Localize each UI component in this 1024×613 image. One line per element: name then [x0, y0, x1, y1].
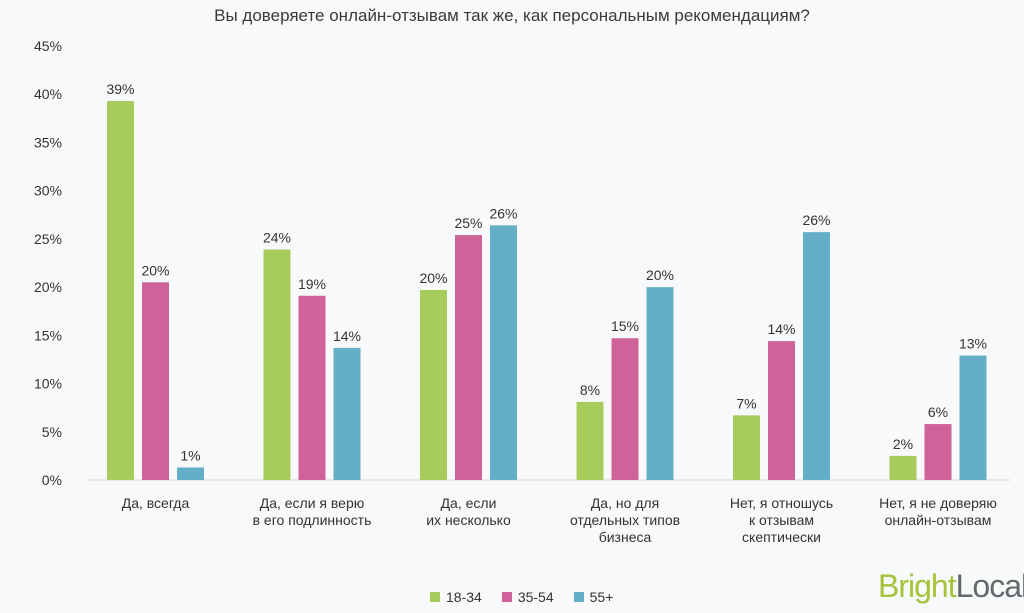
bars-group: 39% 20% 1% 24% 19% 14% 20% 25% 26% 8% 15% 20% 7% 14% 2…: [106, 81, 987, 481]
bar-value-label: 19%: [298, 276, 326, 292]
y-tick-label: 40%: [34, 86, 62, 102]
x-tick-label: Да, всегда: [122, 495, 190, 511]
bar: [733, 415, 760, 480]
y-tick-label: 25%: [34, 231, 62, 247]
bar: [177, 467, 204, 480]
bar: [959, 355, 987, 480]
y-tick-label: 0%: [42, 472, 62, 488]
y-tick-label: 35%: [34, 134, 62, 150]
bar-value-label: 14%: [333, 328, 361, 344]
legend-swatch-55-plus: [573, 592, 584, 602]
bar: [263, 249, 291, 480]
x-tick-label-line: Да, если я верю: [260, 495, 365, 511]
x-tick-label-line: к отзывам: [749, 512, 814, 528]
bar-value-label: 14%: [767, 321, 795, 337]
x-tick-label-line: бизнеса: [599, 529, 652, 545]
y-tick-label: 15%: [34, 327, 62, 343]
legend-swatch-18-34: [430, 592, 440, 602]
legend-label-55-plus: 55+: [589, 589, 614, 605]
bar: [803, 232, 830, 480]
bar: [924, 424, 952, 480]
bar-value-label: 24%: [263, 229, 291, 245]
bar: [142, 282, 169, 480]
legend-label-18-34: 18-34: [446, 589, 482, 605]
y-tick-label: 30%: [34, 183, 62, 199]
x-tick-label: Да, но для отдельных типов бизнеса: [570, 495, 680, 545]
y-axis: 0% 5% 10% 15% 20% 25% 30% 35% 40% 45%: [34, 38, 62, 488]
bar-value-label: 8%: [580, 382, 600, 398]
x-tick-label-line: Нет, я отношусь: [730, 495, 833, 511]
bar-chart: 0% 5% 10% 15% 20% 25% 30% 35% 40% 45% 39% 20% 1% 24%…: [34, 38, 1010, 545]
bar-value-label: 39%: [106, 81, 134, 97]
bar-value-label: 6%: [928, 404, 948, 420]
bar-value-label: 15%: [611, 318, 639, 334]
bar-value-label: 1%: [180, 447, 200, 463]
y-tick-label: 10%: [34, 376, 62, 392]
bar-value-label: 13%: [959, 336, 987, 352]
chart-title: Вы доверяете онлайн-отзывам так же, как …: [214, 6, 810, 25]
brightlocal-logo: BrightLocal: [878, 568, 1024, 605]
legend-item-18-34: 18-34: [430, 589, 482, 605]
x-tick-label: Да, если их несколько: [426, 495, 511, 528]
bar-value-label: 26%: [802, 212, 830, 228]
legend-item-35-54: 35-54: [501, 589, 554, 605]
bar-value-label: 2%: [893, 436, 913, 452]
bar: [889, 455, 917, 480]
bar: [646, 287, 674, 480]
bar: [107, 100, 134, 481]
bar: [611, 338, 639, 480]
bar: [768, 341, 795, 480]
x-tick-label-line: скептически: [742, 529, 821, 545]
x-tick-label: Нет, я отношусь к отзывам скептически: [730, 495, 833, 545]
x-tick-label: Нет, я не доверяю онлайн-отзывам: [879, 495, 997, 528]
legend-label-35-54: 35-54: [517, 589, 554, 605]
x-tick-label-line: Да, но для: [591, 495, 659, 511]
y-tick-label: 20%: [34, 279, 62, 295]
y-tick-label: 45%: [34, 38, 62, 54]
bar-value-label: 20%: [419, 270, 447, 286]
bar: [333, 347, 361, 480]
bar: [420, 290, 447, 480]
bar: [298, 295, 326, 480]
legend: 18-34 35-54 55+: [430, 589, 613, 605]
x-tick-label-line: их несколько: [426, 512, 511, 528]
bar: [455, 235, 482, 480]
logo-part-local: Local: [955, 568, 1024, 604]
legend-swatch-35-54: [501, 592, 512, 602]
bar: [576, 401, 604, 480]
x-tick-label: Да, если я верю в его подлинность: [253, 495, 372, 528]
x-tick-label-line: отдельных типов: [570, 512, 680, 528]
legend-item-55-plus: 55+: [573, 589, 614, 605]
x-tick-label-line: онлайн-отзывам: [885, 512, 992, 528]
bar-value-label: 26%: [489, 205, 517, 221]
x-tick-label-line: Да, всегда: [122, 495, 190, 511]
x-tick-label-line: Нет, я не доверяю: [879, 495, 997, 511]
bar-value-label: 25%: [454, 215, 482, 231]
bar-value-label: 7%: [736, 395, 756, 411]
x-tick-label-line: Да, если: [441, 495, 497, 511]
logo-part-bright: Bright: [878, 568, 957, 604]
x-tick-label-line: в его подлинность: [253, 512, 372, 528]
x-axis: Да, всегда Да, если я верю в его подлиннос…: [122, 495, 997, 545]
bar: [490, 225, 517, 480]
y-tick-label: 5%: [42, 424, 62, 440]
bar-value-label: 20%: [141, 262, 169, 278]
bar-value-label: 20%: [646, 267, 674, 283]
